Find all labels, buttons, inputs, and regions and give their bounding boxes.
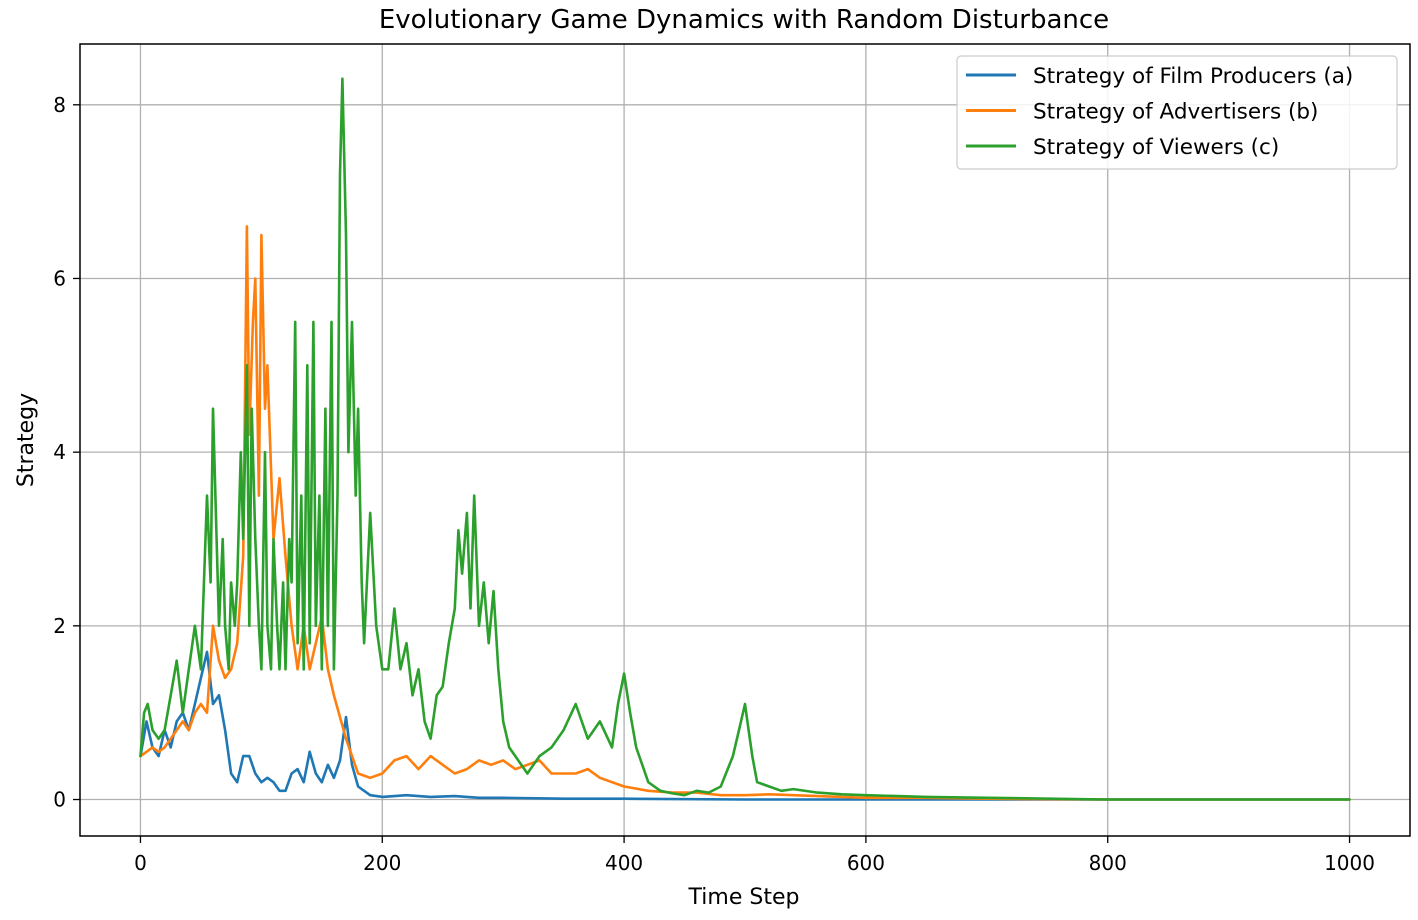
series-line-2 — [139, 225, 1351, 801]
series-line-3 — [139, 77, 1351, 801]
x-tick-label: 600 — [847, 851, 885, 875]
legend-box — [956, 55, 1398, 170]
x-axis-title: Time Step — [688, 885, 800, 910]
y-tick-label: 0 — [53, 788, 66, 812]
series-lines — [139, 77, 1351, 801]
y-axis-title: Strategy — [14, 393, 39, 487]
x-tick-label: 200 — [363, 851, 401, 875]
x-tick-label: 1000 — [1324, 851, 1375, 875]
x-tick-label: 0 — [134, 851, 147, 875]
legend: Strategy of Film Producers (a) Strategy o… — [956, 55, 1398, 170]
y-tick-label: 2 — [53, 614, 66, 638]
y-tick-label: 4 — [53, 440, 66, 464]
legend-label: Strategy of Film Producers (a) — [1033, 64, 1353, 89]
grid — [80, 44, 1410, 836]
x-axis-ticks: 0 200 400 600 800 1000 — [134, 836, 1375, 875]
y-tick-label: 6 — [53, 266, 66, 290]
plot-area-frame — [79, 43, 1411, 837]
chart-title: Evolutionary Game Dynamics with Random D… — [379, 5, 1109, 35]
y-tick-label: 8 — [53, 93, 66, 117]
x-tick-label: 800 — [1089, 851, 1127, 875]
legend-label: Strategy of Viewers (c) — [1033, 135, 1279, 160]
series-line-1 — [139, 650, 1351, 801]
x-tick-label: 400 — [605, 851, 643, 875]
y-axis-ticks: 0 2 4 6 8 — [53, 93, 80, 812]
legend-label: Strategy of Advertisers (b) — [1033, 100, 1318, 125]
